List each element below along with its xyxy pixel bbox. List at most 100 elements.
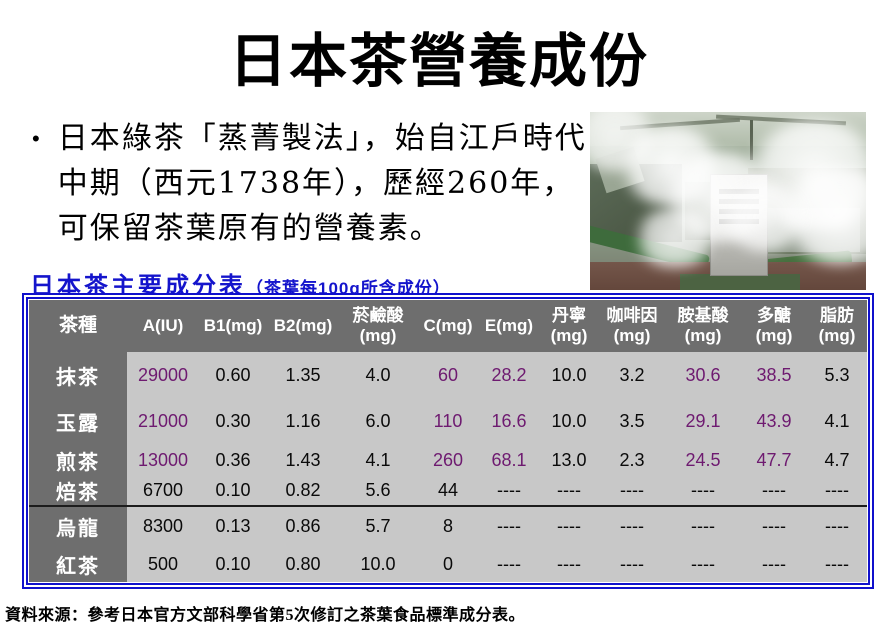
table-cell: 38.5 bbox=[756, 364, 792, 385]
table-cell: 6700 bbox=[142, 480, 184, 500]
table-cell: ---- bbox=[825, 553, 849, 574]
table-body: 抹茶 29000 0.60 1.35 4.0 60 28.2 10.0 3.2 30.6 38.5 5… bbox=[29, 352, 867, 582]
table-row: 焙茶 6700 0.10 0.82 5.6 44 ---- ---- ---- ---- ---- -… bbox=[29, 476, 867, 506]
table-cell: ---- bbox=[620, 480, 644, 500]
table-cell: 0.86 bbox=[267, 505, 339, 546]
table-cell: 0.82 bbox=[285, 480, 321, 500]
row-label: 烏龍 bbox=[29, 505, 127, 546]
steam-cloud bbox=[630, 208, 720, 268]
table-cell: ---- bbox=[539, 505, 599, 546]
photo-hanging-rod bbox=[750, 120, 753, 160]
column-header: 丹寧 (mg) bbox=[539, 300, 599, 352]
row-label: 紅茶 bbox=[29, 546, 127, 582]
table-cell: 29000 bbox=[137, 364, 189, 385]
table-cell: ---- bbox=[599, 505, 665, 546]
table-cell: ---- bbox=[825, 480, 849, 500]
table-cell: ---- bbox=[620, 553, 644, 574]
table-row: 玉露 21000 0.30 1.16 6.0 110 16.6 10.0 3.5 29.1 43.9… bbox=[29, 398, 867, 444]
table-cell: 0.80 bbox=[285, 553, 321, 574]
photo-floor-patch bbox=[680, 274, 800, 290]
table-header-row: 茶種 A(IU) B1(mg) B2(mg) 菸鹼酸 (mg) C(mg) E(mg) 丹寧 (m… bbox=[29, 300, 867, 352]
table-cell: 2.3 bbox=[619, 449, 645, 470]
row-label: 焙茶 bbox=[29, 476, 127, 506]
table-cell: ---- bbox=[665, 505, 741, 546]
table-cell: 5.6 bbox=[365, 480, 391, 500]
row-label: 玉露 bbox=[29, 398, 127, 444]
table-cell: 0.10 bbox=[215, 553, 251, 574]
steam-factory-photo bbox=[590, 112, 866, 290]
column-header: 咖啡因 (mg) bbox=[599, 300, 665, 352]
page-title: 日本茶營養成份 bbox=[228, 29, 649, 94]
table-cell: 8 bbox=[417, 505, 479, 546]
table-cell: 28.2 bbox=[491, 364, 527, 385]
table-cell: 29.1 bbox=[685, 410, 721, 431]
table-cell: 5.3 bbox=[824, 364, 850, 385]
table-cell: 3.5 bbox=[619, 410, 645, 431]
table-cell: ---- bbox=[497, 553, 521, 574]
table-cell: 5.7 bbox=[339, 505, 417, 546]
column-header: B1(mg) bbox=[199, 300, 267, 352]
bullet-text: 日本綠茶「蒸菁製法」，始自江戶時代中期（西元1738年），歷經260年，可保留茶… bbox=[57, 121, 587, 246]
table-cell: 16.6 bbox=[491, 410, 527, 431]
bullet-icon: • bbox=[32, 126, 42, 151]
column-header: 多醣 (mg) bbox=[741, 300, 807, 352]
table-cell: 13.0 bbox=[551, 449, 587, 470]
column-header: 脂肪 (mg) bbox=[807, 300, 867, 352]
table-cell: 0.36 bbox=[215, 449, 251, 470]
table-cell: 8300 bbox=[127, 505, 199, 546]
table-cell: 47.7 bbox=[756, 449, 792, 470]
table-cell: 68.1 bbox=[491, 449, 527, 470]
table-cell: ---- bbox=[497, 480, 521, 500]
table-cell: ---- bbox=[691, 553, 715, 574]
table-cell: 0.60 bbox=[215, 364, 251, 385]
nutrition-table: 茶種 A(IU) B1(mg) B2(mg) 菸鹼酸 (mg) C(mg) E(mg) 丹寧 (m… bbox=[29, 300, 867, 582]
table-cell: 260 bbox=[432, 449, 464, 470]
table-cell: 110 bbox=[433, 410, 463, 431]
table-cell: 4.1 bbox=[824, 410, 850, 431]
column-header: 胺基酸 (mg) bbox=[665, 300, 741, 352]
table-cell: 21000 bbox=[137, 410, 189, 431]
table-cell: ---- bbox=[691, 480, 715, 500]
table-cell: 0.30 bbox=[215, 410, 251, 431]
steam-cloud bbox=[720, 182, 810, 252]
table-cell: 1.35 bbox=[285, 364, 321, 385]
table-cell: 4.7 bbox=[824, 449, 850, 470]
table-cell: 3.2 bbox=[619, 364, 645, 385]
table-cell: 500 bbox=[147, 553, 179, 574]
column-header: E(mg) bbox=[479, 300, 539, 352]
column-header: 茶種 bbox=[29, 300, 127, 352]
table-cell: 4.1 bbox=[365, 449, 391, 470]
table-cell: 0.13 bbox=[199, 505, 267, 546]
table-cell: 4.0 bbox=[365, 364, 391, 385]
column-header: 菸鹼酸 (mg) bbox=[339, 300, 417, 352]
table-cell: 0 bbox=[442, 553, 453, 574]
table-cell: 10.0 bbox=[551, 410, 587, 431]
column-header: C(mg) bbox=[417, 300, 479, 352]
table-cell: ---- bbox=[557, 480, 581, 500]
table-cell: ---- bbox=[762, 480, 786, 500]
table-cell: 0.10 bbox=[215, 480, 251, 500]
table-row: 抹茶 29000 0.60 1.35 4.0 60 28.2 10.0 3.2 30.6 38.5 5… bbox=[29, 352, 867, 398]
table-row: 紅茶 500 0.10 0.80 10.0 0 ---- ---- ---- ---- ---- --… bbox=[29, 546, 867, 582]
table-cell: 13000 bbox=[137, 449, 189, 470]
column-header: B2(mg) bbox=[267, 300, 339, 352]
table-cell: 10.0 bbox=[551, 364, 587, 385]
bullet-paragraph: • 日本綠茶「蒸菁製法」，始自江戶時代中期（西元1738年），歷經260年，可保… bbox=[32, 116, 588, 251]
table-row: 煎茶 13000 0.36 1.43 4.1 260 68.1 13.0 2.3 24.5 47.7… bbox=[29, 444, 867, 476]
source-note: 資料來源：參考日本官方文部科學省第5次修訂之茶葉食品標準成分表。 bbox=[5, 607, 526, 624]
table-cell: 60 bbox=[437, 364, 459, 385]
table-cell: 30.6 bbox=[685, 364, 721, 385]
table-cell: 10.0 bbox=[360, 553, 396, 574]
table-cell: ---- bbox=[557, 553, 581, 574]
table-cell: ---- bbox=[741, 505, 807, 546]
table-cell: 6.0 bbox=[365, 410, 391, 431]
table-row: 烏龍 8300 0.13 0.86 5.7 8 ---- ---- ---- ---- ---- --… bbox=[29, 505, 867, 546]
table-cell: ---- bbox=[807, 505, 867, 546]
table-cell: ---- bbox=[479, 505, 539, 546]
table-cell: ---- bbox=[762, 553, 786, 574]
nutrition-table-frame-inner: 茶種 A(IU) B1(mg) B2(mg) 菸鹼酸 (mg) C(mg) E(mg) 丹寧 (m… bbox=[26, 297, 870, 585]
table-cell: 24.5 bbox=[685, 449, 721, 470]
row-label: 抹茶 bbox=[29, 352, 127, 398]
table-cell: 44 bbox=[437, 480, 459, 500]
